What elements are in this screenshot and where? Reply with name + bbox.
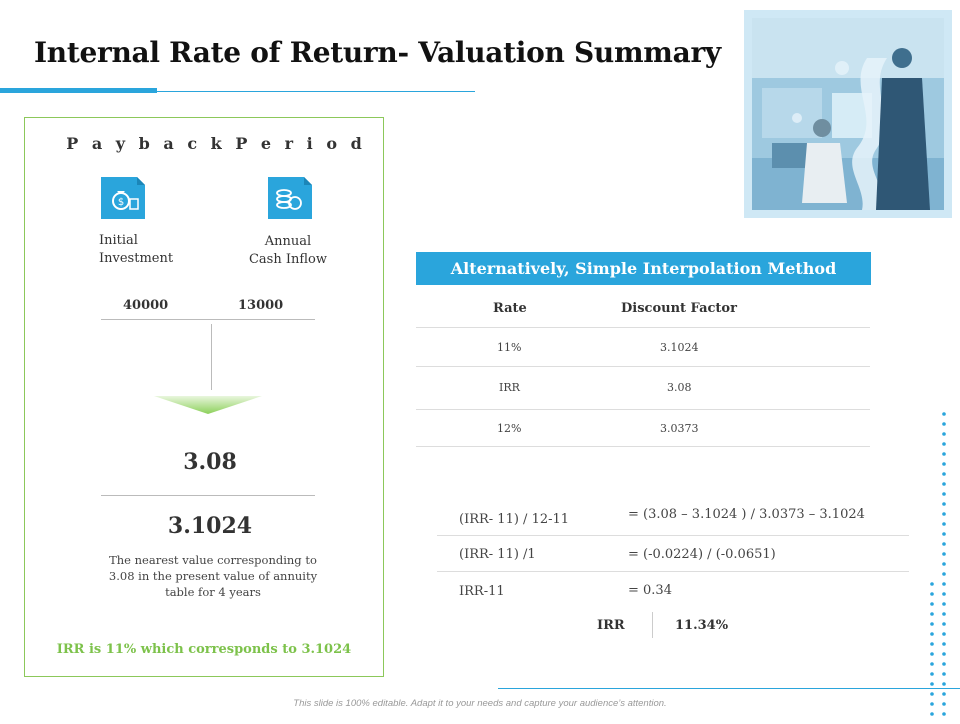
- column-header-rate: Rate: [493, 301, 527, 316]
- table-cell-rate: IRR: [499, 381, 520, 394]
- footer-note: This slide is 100% editable. Adapt it to…: [293, 698, 667, 709]
- payback-period-title: P a y b a c k P e r i o d: [66, 134, 366, 153]
- row-divider: [416, 327, 870, 328]
- svg-text:$: $: [118, 197, 124, 208]
- calc-divider: [437, 571, 909, 572]
- money-bag-document-icon: $: [101, 177, 145, 219]
- initial-investment-value: 40000: [123, 298, 169, 313]
- divider: [101, 319, 315, 320]
- table-cell-factor: 3.08: [667, 381, 692, 394]
- calc-divider: [437, 535, 909, 536]
- divider: [652, 612, 653, 638]
- annual-cash-inflow-value: 13000: [238, 298, 284, 313]
- annuity-note: The nearest value corresponding to 3.08 …: [108, 553, 318, 599]
- row-divider: [416, 366, 870, 367]
- irr-final-value: 11.34%: [675, 618, 729, 633]
- interpolation-header: Alternatively, Simple Interpolation Meth…: [416, 252, 871, 285]
- office-photo: [744, 10, 952, 218]
- calc-step-right: = (3.08 – 3.1024 ) / 3.0373 – 3.1024: [628, 507, 865, 522]
- payback-result-value: 3.08: [183, 449, 237, 475]
- table-cell-rate: 12%: [497, 422, 522, 435]
- payback-period-panel: [24, 117, 384, 677]
- row-divider: [416, 446, 870, 447]
- title-underline-thick: [0, 88, 157, 93]
- footer-line: [498, 688, 960, 689]
- table-cell-factor: 3.1024: [660, 341, 699, 354]
- divider: [101, 495, 315, 496]
- row-divider: [416, 409, 870, 410]
- column-header-discount-factor: Discount Factor: [621, 301, 737, 316]
- calc-step-right: = 0.34: [628, 583, 672, 598]
- decorative-dots: [924, 408, 954, 724]
- calc-step-left: (IRR- 11) / 12-11: [459, 512, 570, 527]
- title-underline-thin: [157, 91, 475, 92]
- coins-document-icon: [268, 177, 312, 219]
- calc-step-right: = (-0.0224) / (-0.0651): [628, 547, 776, 562]
- page-title: Internal Rate of Return- Valuation Summa…: [34, 36, 721, 69]
- annual-cash-inflow-label: Annual Cash Inflow: [248, 234, 327, 267]
- calc-step-left: (IRR- 11) /1: [459, 547, 536, 562]
- irr-conclusion: IRR is 11% which corresponds to 3.1024: [56, 642, 352, 657]
- table-cell-rate: 11%: [497, 341, 522, 354]
- down-arrow-icon: [154, 396, 262, 418]
- initial-investment-label: Initial Investment: [99, 233, 174, 266]
- table-cell-factor: 3.0373: [660, 422, 699, 435]
- nearest-value: 3.1024: [167, 513, 253, 539]
- connector-line: [211, 324, 212, 390]
- irr-final-label: IRR: [597, 618, 625, 633]
- calc-step-left: IRR-11: [459, 584, 505, 599]
